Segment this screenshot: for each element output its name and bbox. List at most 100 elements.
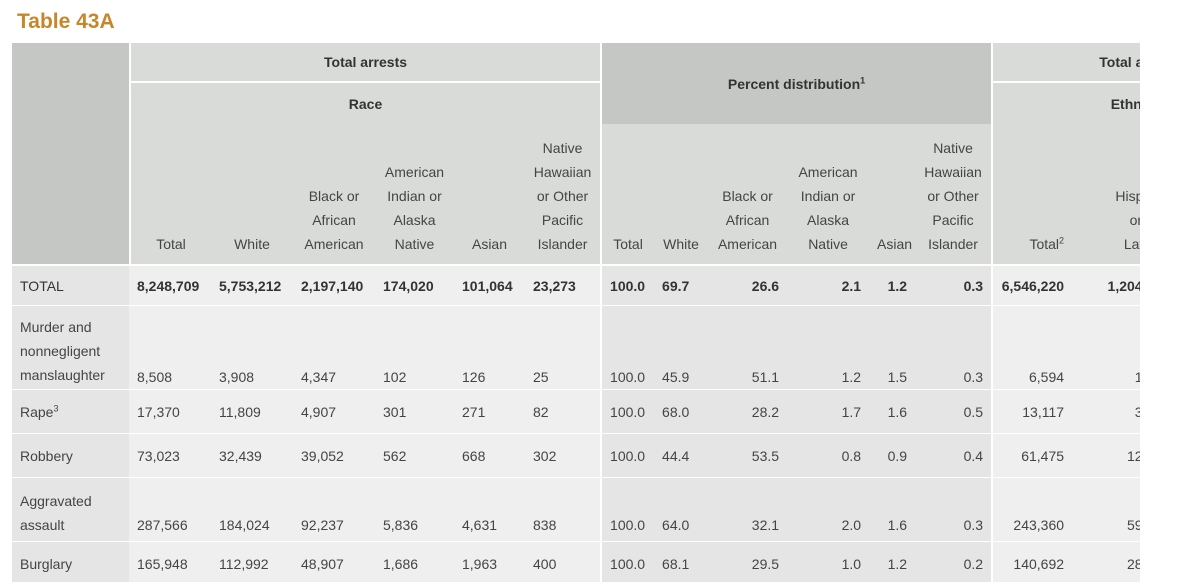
- pct-aian-cell: 2.0: [787, 478, 870, 542]
- white-cell: 5,753,212: [211, 264, 293, 306]
- black-cell: 48,907: [293, 542, 375, 582]
- col-hispanic: HispaniorLatino: [1072, 124, 1140, 264]
- total-cell: 8,508: [129, 306, 211, 390]
- nhopi-cell: 400: [525, 542, 601, 582]
- pct-white-cell: 45.9: [654, 306, 709, 390]
- pct-aian-cell: 1.7: [787, 390, 870, 434]
- offense-cell: TOTAL: [12, 264, 129, 306]
- col-asian: Asian: [454, 124, 525, 264]
- pct-white-cell: 68.1: [654, 542, 709, 582]
- pct-black-cell: 53.5: [708, 434, 788, 478]
- offense-cell: Robbery: [12, 434, 129, 478]
- hispanic-cell: 1,37: [1072, 306, 1140, 390]
- aian-cell: 174,020: [375, 264, 454, 306]
- pct-black-cell: 28.2: [708, 390, 788, 434]
- total-cell: 8,248,709: [129, 264, 211, 306]
- black-cell: 4,907: [293, 390, 375, 434]
- pct-aian-cell: 1.2: [787, 306, 870, 390]
- col-aian: American Indian or Alaska Native: [375, 124, 454, 264]
- hispanic-cell: 28,26: [1072, 542, 1140, 582]
- white-cell: 3,908: [211, 306, 293, 390]
- hispanic-cell: 1,204,86: [1072, 264, 1140, 306]
- black-cell: 2,197,140: [293, 264, 375, 306]
- pct-black-cell: 51.1: [708, 306, 788, 390]
- aian-cell: 5,836: [375, 478, 454, 542]
- aian-cell: 1,686: [375, 542, 454, 582]
- asian-cell: 668: [454, 434, 525, 478]
- pct-black-cell: 32.1: [708, 478, 788, 542]
- aian-cell: 301: [375, 390, 454, 434]
- percent-distribution-header: Percent distribution1: [600, 43, 992, 124]
- arrests-table: Total arrests Percent distribution1 Tota…: [12, 43, 1140, 582]
- white-cell: 11,809: [211, 390, 293, 434]
- total-cell: 73,023: [129, 434, 211, 478]
- nhopi-cell: 25: [525, 306, 601, 390]
- col-pct-black: Black or African American: [708, 124, 788, 264]
- offense-header-blank: [12, 43, 129, 264]
- total-cell: 17,370: [129, 390, 211, 434]
- table-row: Rape3 17,370 11,809 4,907 301 271 82 100…: [12, 390, 1140, 434]
- pct-black-cell: 26.6: [708, 264, 788, 306]
- pct-total-cell: 100.0: [600, 434, 655, 478]
- col-pct-nhopi: Native Hawaiian or Other Pacific Islander: [915, 124, 992, 264]
- pct-total-cell: 100.0: [600, 542, 655, 582]
- asian-cell: 271: [454, 390, 525, 434]
- table-row: Robbery 73,023 32,439 39,052 562 668 302…: [12, 434, 1140, 478]
- pct-total-cell: 100.0: [600, 478, 655, 542]
- hispanic-cell: 3,51: [1072, 390, 1140, 434]
- pct-total-cell: 100.0: [600, 390, 655, 434]
- pct-nhopi-cell: 0.3: [915, 306, 992, 390]
- pct-total-cell: 100.0: [600, 306, 655, 390]
- eth-total-cell: 6,546,220: [991, 264, 1073, 306]
- offense-cell: Murder and nonnegligent manslaughter: [12, 306, 129, 390]
- col-black: Black or African American: [293, 124, 375, 264]
- col-white: White: [211, 124, 293, 264]
- table-row: Burglary 165,948 112,992 48,907 1,686 1,…: [12, 542, 1140, 582]
- aian-cell: 102: [375, 306, 454, 390]
- pct-asian-cell: 1.2: [869, 264, 916, 306]
- table-row: Murder and nonnegligent manslaughter 8,508…: [12, 306, 1140, 390]
- pct-nhopi-cell: 0.3: [915, 264, 992, 306]
- total-cell: 165,948: [129, 542, 211, 582]
- table-row: Aggravated assault 287,566 184,024 92,237…: [12, 478, 1140, 542]
- race-header: Race: [129, 83, 601, 124]
- nhopi-cell: 838: [525, 478, 601, 542]
- col-total: Total: [129, 124, 211, 264]
- col-eth-total: Total2: [991, 124, 1073, 264]
- eth-total-cell: 243,360: [991, 478, 1073, 542]
- table-row: TOTAL 8,248,709 5,753,212 2,197,140 174,…: [12, 264, 1140, 306]
- pct-nhopi-cell: 0.5: [915, 390, 992, 434]
- white-cell: 112,992: [211, 542, 293, 582]
- col-pct-aian: American Indian or Alaska Native: [787, 124, 870, 264]
- pct-white-cell: 69.7: [654, 264, 709, 306]
- nhopi-cell: 23,273: [525, 264, 601, 306]
- col-nhopi: Native Hawaiian or Other Pacific Islander: [525, 124, 601, 264]
- offense-cell: Aggravated assault: [12, 478, 129, 542]
- pct-asian-cell: 1.6: [869, 478, 916, 542]
- col-pct-total: Total: [600, 124, 655, 264]
- pct-white-cell: 68.0: [654, 390, 709, 434]
- black-cell: 39,052: [293, 434, 375, 478]
- page-title: Table 43A: [17, 10, 115, 33]
- arrests-table-container[interactable]: Total arrests Percent distribution1 Tota…: [12, 43, 1140, 582]
- eth-total-cell: 61,475: [991, 434, 1073, 478]
- white-cell: 184,024: [211, 478, 293, 542]
- pct-asian-cell: 1.5: [869, 306, 916, 390]
- pct-black-cell: 29.5: [708, 542, 788, 582]
- pct-aian-cell: 2.1: [787, 264, 870, 306]
- hispanic-cell: 59,88: [1072, 478, 1140, 542]
- pct-asian-cell: 0.9: [869, 434, 916, 478]
- pct-aian-cell: 0.8: [787, 434, 870, 478]
- nhopi-cell: 82: [525, 390, 601, 434]
- eth-total-cell: 6,594: [991, 306, 1073, 390]
- black-cell: 92,237: [293, 478, 375, 542]
- asian-cell: 1,963: [454, 542, 525, 582]
- pct-aian-cell: 1.0: [787, 542, 870, 582]
- asian-cell: 101,064: [454, 264, 525, 306]
- pct-total-cell: 100.0: [600, 264, 655, 306]
- offense-cell: Rape3: [12, 390, 129, 434]
- ethnicity-header: Ethnicit: [991, 83, 1140, 124]
- eth-total-cell: 13,117: [991, 390, 1073, 434]
- nhopi-cell: 302: [525, 434, 601, 478]
- total-arrests-right-header: Total arre: [991, 43, 1140, 83]
